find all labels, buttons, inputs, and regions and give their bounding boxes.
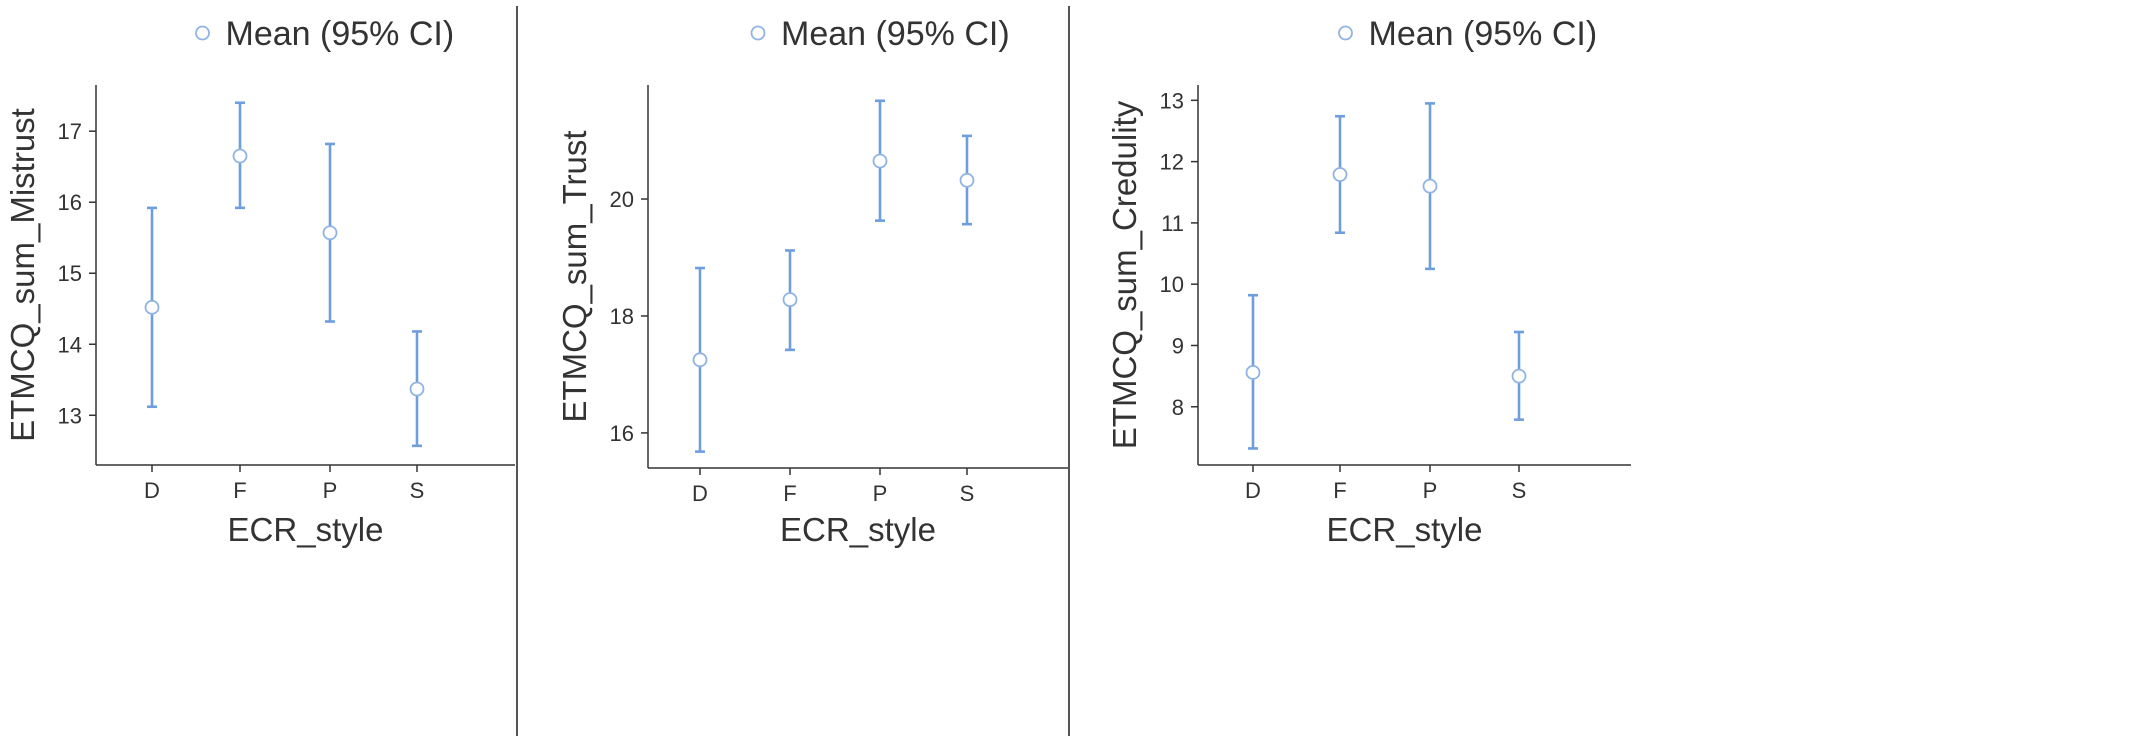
chart-panel-2: Mean (95% CI) 16 18 20 D F P S ECR_style ETMCQ_su… xyxy=(518,0,1068,743)
y-tick-label: 9 xyxy=(1172,333,1184,358)
mean-point-S xyxy=(1511,368,1527,384)
mean-point-F xyxy=(1332,167,1348,182)
mean-point-D xyxy=(1245,365,1261,380)
mean-point-F xyxy=(782,292,798,307)
panel-separator xyxy=(1068,6,1070,736)
mean-point-P xyxy=(872,153,888,169)
chart-panel-1: Mean (95% CI) 13 14 15 16 17 D F P S ECR_style ETMC… xyxy=(0,0,515,743)
y-tick-label: 15 xyxy=(58,261,82,286)
y-tick-label: 16 xyxy=(58,190,82,215)
panel-separator xyxy=(516,6,518,736)
y-tick-label: 8 xyxy=(1172,395,1184,420)
x-axis-title: ECR_style xyxy=(780,511,936,548)
y-tick-label: 13 xyxy=(58,403,82,428)
y-tick-label: 12 xyxy=(1160,150,1184,175)
x-tick-label: D xyxy=(692,481,708,506)
legend-label: Mean (95% CI) xyxy=(781,15,1010,53)
y-tick-label: 11 xyxy=(1161,211,1184,236)
chart-svg: Mean (95% CI) 16 18 20 D F P S ECR_style ETMCQ_su… xyxy=(556,15,1068,548)
legend-marker-icon xyxy=(1338,25,1353,41)
mean-point-P xyxy=(1422,178,1438,194)
x-axis-title: ECR_style xyxy=(228,511,384,548)
x-tick-label: F xyxy=(233,478,246,503)
chart-panel-3: Mean (95% CI) 8 9 10 11 12 13 D F P S ECR_style ETMC… xyxy=(1070,0,1631,743)
y-tick-label: 16 xyxy=(610,421,634,446)
y-tick-label: 17 xyxy=(58,119,82,144)
y-tick-label: 18 xyxy=(610,304,634,329)
x-axis-title: ECR_style xyxy=(1327,511,1483,548)
y-tick-label: 20 xyxy=(610,187,634,212)
x-tick-label: F xyxy=(783,481,796,506)
y-axis-title: ETMCQ_sum_Credulity xyxy=(1106,100,1143,449)
legend-label: Mean (95% CI) xyxy=(1369,15,1598,53)
legend-marker-icon xyxy=(750,25,766,41)
mean-point-P xyxy=(322,225,338,241)
y-tick-label: 13 xyxy=(1160,88,1184,113)
mean-point-S xyxy=(409,381,425,397)
x-tick-label: D xyxy=(1245,478,1261,503)
chart-svg: Mean (95% CI) 8 9 10 11 12 13 D F P S ECR_style ETMC… xyxy=(1106,15,1631,548)
x-tick-label: S xyxy=(1512,478,1527,503)
x-tick-label: P xyxy=(873,481,888,506)
x-tick-label: P xyxy=(323,478,338,503)
mean-point-F xyxy=(232,148,248,164)
x-tick-label: S xyxy=(960,481,975,506)
chart-svg: Mean (95% CI) 13 14 15 16 17 D F P S ECR_style ETMC… xyxy=(4,15,515,548)
y-tick-label: 10 xyxy=(1160,272,1184,297)
mean-point-D xyxy=(692,352,708,368)
x-tick-label: D xyxy=(144,478,160,503)
y-axis-title: ETMCQ_sum_Trust xyxy=(556,130,593,422)
legend-marker-icon xyxy=(195,25,210,41)
legend-label: Mean (95% CI) xyxy=(226,15,455,53)
mean-point-D xyxy=(144,299,160,315)
x-tick-label: S xyxy=(410,478,425,503)
mean-point-S xyxy=(959,172,975,188)
x-tick-label: P xyxy=(1423,478,1438,503)
y-axis-title: ETMCQ_sum_Mistrust xyxy=(4,108,41,442)
x-tick-label: F xyxy=(1333,478,1346,503)
y-tick-label: 14 xyxy=(58,332,82,357)
